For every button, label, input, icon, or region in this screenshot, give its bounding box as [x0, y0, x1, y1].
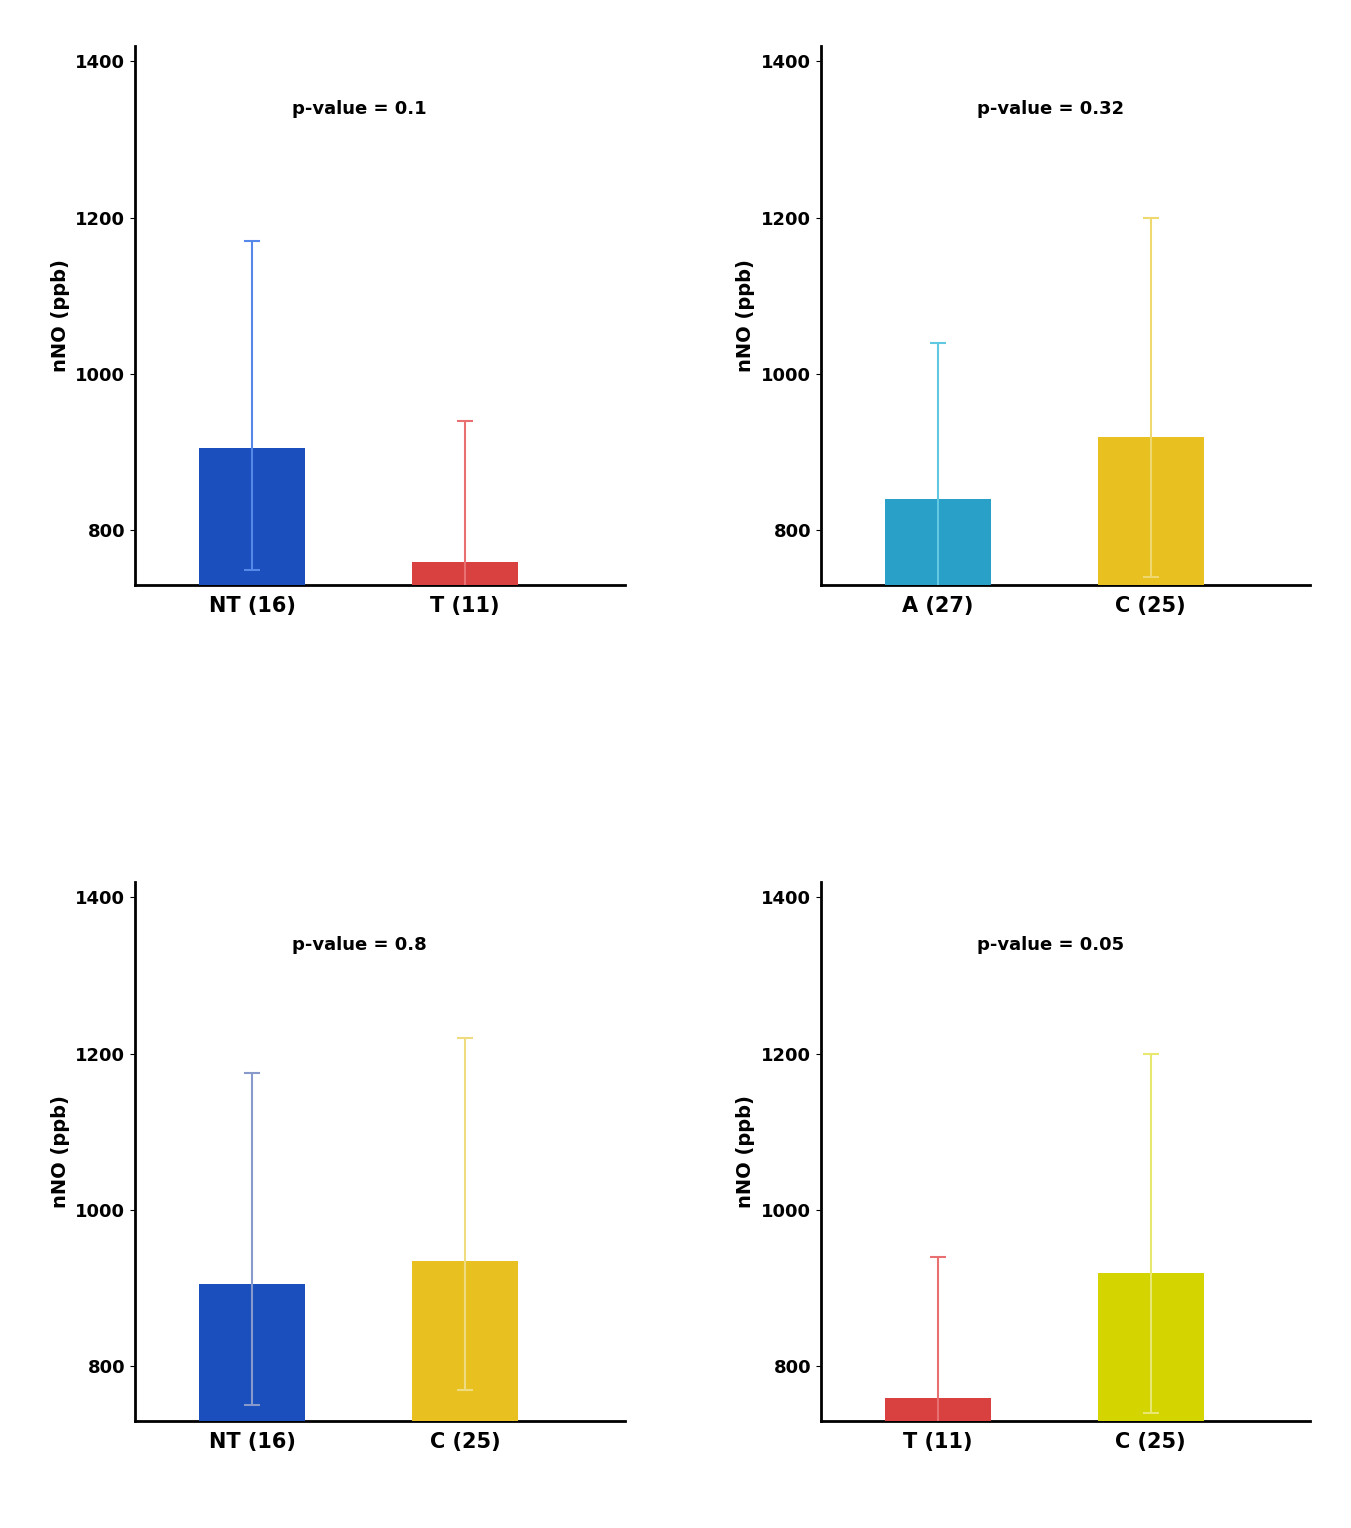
Bar: [412, 1261, 519, 1421]
Bar: [885, 1398, 992, 1421]
Bar: [412, 562, 519, 585]
Y-axis label: nNO (ppb): nNO (ppb): [51, 260, 70, 371]
Bar: [1097, 437, 1204, 585]
Y-axis label: nNO (ppb): nNO (ppb): [51, 1096, 70, 1207]
Y-axis label: nNO (ppb): nNO (ppb): [736, 1096, 755, 1207]
Bar: [885, 500, 992, 585]
Bar: [1097, 1273, 1204, 1421]
Text: p-value = 0.32: p-value = 0.32: [977, 99, 1124, 118]
Bar: [199, 1284, 305, 1421]
Text: p-value = 0.8: p-value = 0.8: [292, 935, 427, 953]
Bar: [199, 448, 305, 585]
Text: p-value = 0.05: p-value = 0.05: [977, 935, 1124, 953]
Y-axis label: nNO (ppb): nNO (ppb): [736, 260, 755, 371]
Text: p-value = 0.1: p-value = 0.1: [292, 99, 427, 118]
